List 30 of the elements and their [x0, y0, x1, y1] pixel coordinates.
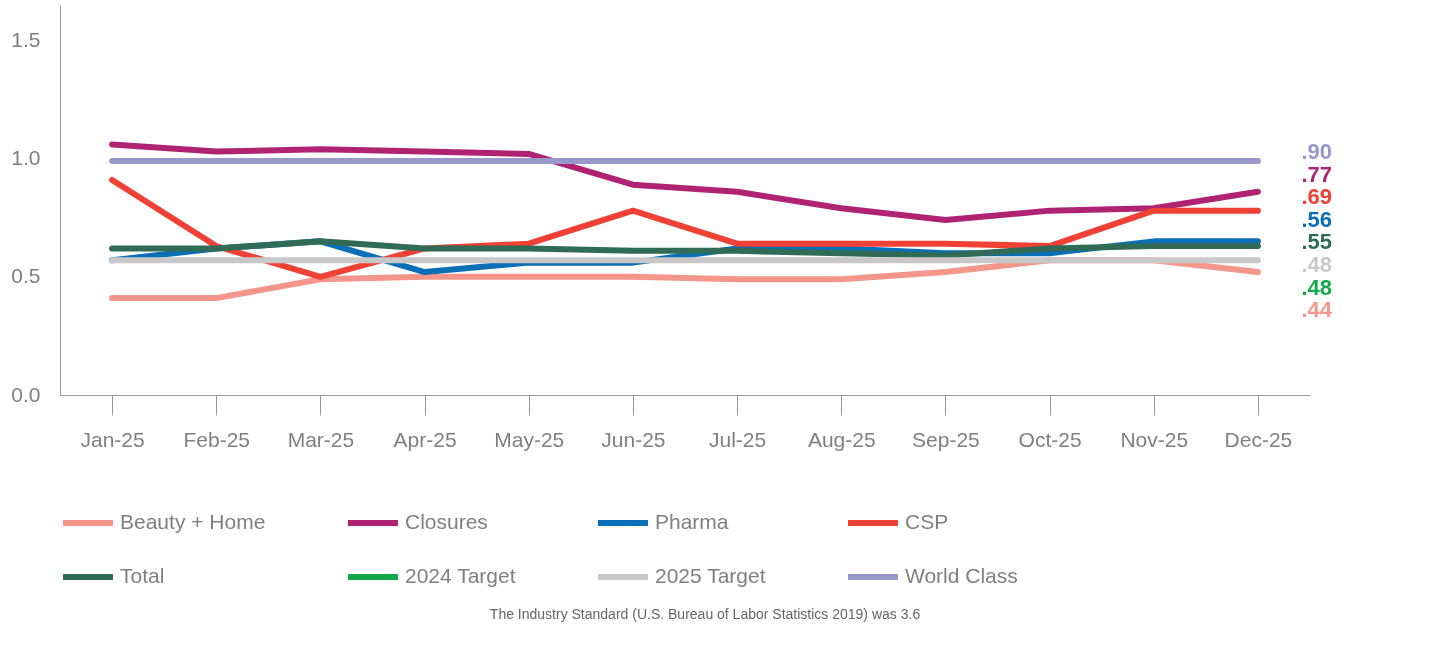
y-tick-label: 0.0	[11, 382, 41, 406]
legend-label: Pharma	[655, 510, 729, 533]
y-tick-label: 1.5	[11, 27, 41, 51]
y-tick-label: 0.5	[11, 264, 41, 288]
x-tick-label: Apr-25	[393, 427, 457, 451]
legend-label: 2025 Target	[655, 564, 766, 587]
x-tick-label: Jan-25	[80, 427, 145, 451]
annotation: .90	[1301, 139, 1332, 164]
legend-label: Beauty + Home	[120, 510, 266, 533]
annotation: .77	[1301, 161, 1332, 187]
legend-label: CSP	[905, 510, 949, 533]
x-tick-label: Oct-25	[1018, 427, 1082, 451]
x-tick-label: Jun-25	[601, 427, 666, 451]
text: The Industry Standard (U.S. Bureau of Labor Statistics 2019) was 3.6	[489, 606, 921, 622]
x-tick-label: Mar-25	[287, 427, 355, 451]
annotation: .55	[1301, 229, 1332, 255]
legend-label: Total	[120, 564, 165, 587]
annotation: .48	[1301, 274, 1332, 300]
annotation: .44	[1301, 297, 1333, 323]
x-tick-label: Aug-25	[807, 427, 876, 451]
x-tick-label: Jul-25	[708, 427, 767, 451]
legend-label: Closures	[405, 510, 488, 533]
x-tick-label: Feb-25	[183, 427, 251, 451]
legend-label: 2024 Target	[405, 564, 516, 587]
x-tick-label: Sep-25	[912, 427, 980, 451]
x-tick-label: Dec-25	[1224, 427, 1293, 451]
x-tick-label: Nov-25	[1120, 427, 1189, 451]
legend-label: World Class	[905, 564, 1018, 587]
x-tick-label: May-25	[494, 427, 565, 451]
y-tick-label: 1.0	[11, 146, 41, 170]
